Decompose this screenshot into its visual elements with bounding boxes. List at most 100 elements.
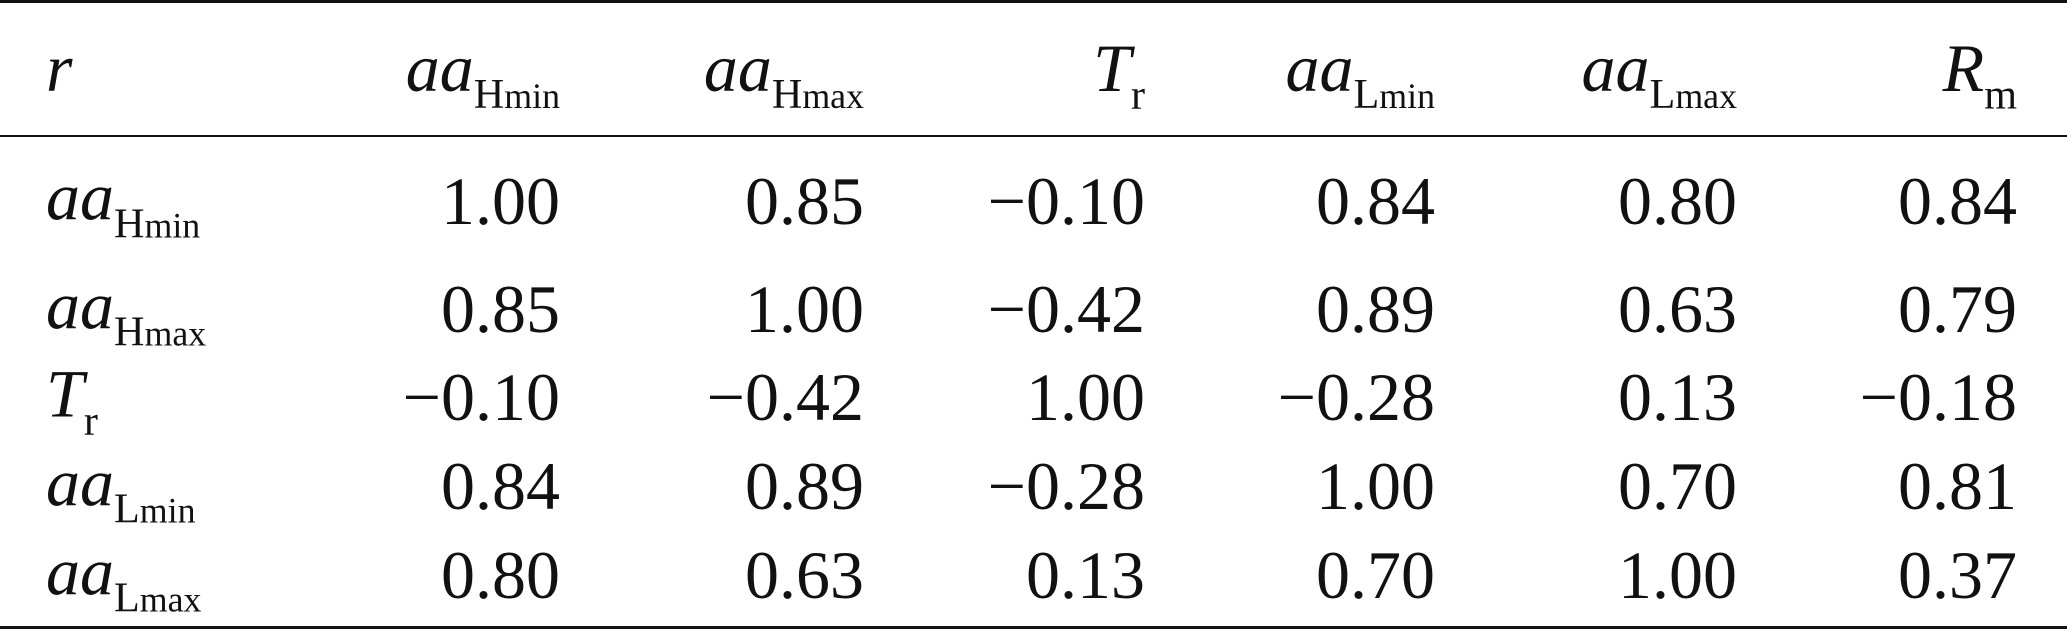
variable-subscript: Hmin [114,200,200,247]
cell-value: 0.37 [1898,537,2017,613]
cell-value: 0.85 [441,271,560,347]
row-pad [0,531,50,620]
variable-base: aa [1581,29,1650,106]
variable-subscript: Hmax [772,71,864,118]
variable-subscript: r [1131,71,1145,118]
variable-base: aa [1285,29,1354,106]
variable-base: aa [46,444,114,521]
variable-base: aa [46,267,114,344]
variable-symbol: aaLmin [46,443,196,530]
corner-header-cell: r [0,0,72,136]
cell-value: 0.89 [745,448,864,524]
cell-value: 1.00 [1316,448,1435,524]
variable-subscript-letter: H [473,71,505,119]
variable-subscript: Lmax [1650,71,1737,118]
cell-value: −0.28 [987,448,1145,524]
column-header-aa-h-min: aaHmin [50,0,560,136]
table-row: aaHmin 1.00 0.85 −0.10 0.84 0.80 0.84 [0,136,2067,266]
variable-subscript-letter: r [83,396,98,444]
row-header-cell: aaLmin 0.84 [46,442,560,531]
row-pad [0,136,50,266]
variable-symbol: Tr [1093,29,1145,116]
row-header-cell: aaHmin 1.00 [46,136,560,266]
cell-value: 0.63 [1618,271,1737,347]
cell-value: 1.00 [1618,537,1737,613]
variable-subscript-qualifier: min [1379,76,1435,117]
row-pad [0,353,50,442]
variable-subscript-letter: L [1353,71,1380,119]
cell-value: −0.10 [987,162,1145,239]
variable-symbol: aaLmin [1285,29,1435,116]
header-rule [0,135,2067,137]
variable-subscript-letter: H [114,200,145,248]
table-row: aaLmax 0.80 0.63 0.13 0.70 1.00 0.37 [0,531,2067,620]
variable-subscript-letter: L [114,574,140,622]
column-header-t-r: Tr [864,0,1145,136]
variable-subscript-letter: L [114,485,140,533]
header-row: r aaHmin aaHmax Tr aaLmin aaLmax Rm [0,0,2067,136]
variable-subscript-qualifier: max [802,76,864,117]
cell-value: 0.80 [1618,162,1737,239]
table-row: aaHmax 0.85 1.00 −0.42 0.89 0.63 0.79 [0,266,2067,353]
bottom-rule [0,626,2067,629]
table-body: aaHmin 1.00 0.85 −0.10 0.84 0.80 0.84 aaHmax 0.8… [0,136,2067,620]
variable-subscript: m [1984,71,2017,118]
variable-base: aa [46,533,114,610]
variable-subscript-letter: H [114,308,145,356]
variable-subscript: r [84,397,98,444]
cell-value: 0.81 [1898,448,2017,524]
variable-subscript-qualifier: max [139,579,202,620]
cell-value: −0.28 [1277,359,1435,435]
cell-value: 0.84 [1316,162,1435,239]
variable-subscript-letter: r [1130,71,1145,119]
variable-subscript: Lmin [114,486,196,533]
table-row: aaLmin 0.84 0.89 −0.28 1.00 0.70 0.81 [0,442,2067,531]
corner-label: r [46,29,73,106]
variable-subscript-qualifier: max [1675,76,1737,117]
variable-base: T [1093,29,1131,106]
cell-value: −0.10 [402,359,560,435]
variable-subscript-letter: m [1984,71,2017,119]
variable-symbol: Rm [1942,29,2017,116]
variable-symbol: aaHmax [46,266,206,353]
cell-value: 1.00 [441,162,560,239]
cell-value: 0.13 [1026,537,1145,613]
column-header-r-m: Rm [1737,0,2017,136]
row-pad [0,442,50,531]
cell-value: −0.42 [706,359,864,435]
cell-value: −0.42 [987,271,1145,347]
row-header-cell: Tr −0.10 [46,353,560,442]
variable-symbol: aaLmax [46,532,201,619]
variable-symbol: aaHmin [406,30,560,116]
table-row: Tr −0.10 −0.42 1.00 −0.28 0.13 −0.18 [0,353,2067,442]
variable-subscript-letter: L [1649,71,1676,119]
cell-value: 1.00 [1026,359,1145,435]
variable-base: R [1942,29,1985,106]
row-end-pad [2017,442,2067,531]
variable-subscript: Hmin [474,71,560,118]
variable-subscript-qualifier: min [144,205,201,246]
variable-symbol: aaHmax [703,29,864,116]
cell-value: 0.80 [441,537,560,613]
cell-value: 0.84 [441,448,560,524]
cell-value: 0.63 [745,537,864,613]
top-rule [0,0,2067,3]
row-end-pad [2017,531,2067,620]
column-header-aa-l-max: aaLmax [1435,0,1737,136]
variable-base: aa [703,29,772,106]
row-pad [0,266,50,353]
cell-value: 0.84 [1898,162,2017,239]
variable-subscript: Hmax [114,309,206,356]
cell-value: 0.70 [1316,537,1435,613]
variable-symbol: Tr [46,354,98,441]
variable-subscript: Lmin [1353,71,1435,118]
variable-subscript-qualifier: max [144,313,207,354]
column-header-aa-l-min: aaLmin [1145,0,1435,136]
row-end-pad [2017,266,2067,353]
cell-value: 1.00 [745,271,864,347]
row-end-pad [2017,136,2067,266]
cell-value: 0.70 [1618,448,1737,524]
variable-base: aa [46,158,114,235]
cell-value: 0.13 [1618,359,1737,435]
